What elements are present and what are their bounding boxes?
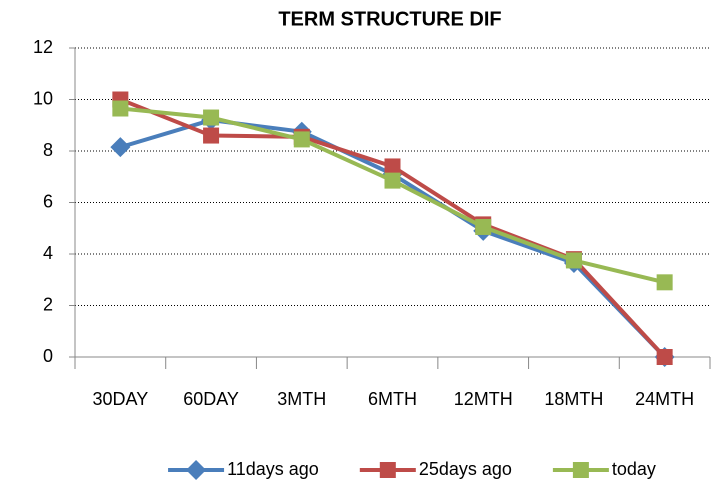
marker (475, 218, 492, 235)
marker (293, 131, 310, 148)
legend-label: 11days ago (227, 459, 319, 479)
x-tick-label: 30DAY (93, 389, 149, 409)
marker (203, 127, 220, 144)
marker (384, 172, 401, 189)
series-line (119, 97, 667, 359)
marker (656, 274, 673, 291)
legend-label: today (612, 459, 656, 479)
marker (112, 100, 129, 117)
marker (110, 137, 131, 158)
y-tick-label: 2 (43, 294, 53, 314)
x-tick-label: 6MTH (368, 389, 417, 409)
chart-title: TERM STRUCTURE DIF (278, 8, 501, 30)
legend-marker (572, 462, 589, 478)
x-tick-label: 12MTH (454, 389, 513, 409)
x-tick-label: 60DAY (183, 389, 239, 409)
x-tick-label: 24MTH (635, 389, 694, 409)
y-tick-label: 12 (33, 37, 53, 57)
series-line (119, 118, 667, 359)
x-tick-label: 18MTH (544, 389, 603, 409)
marker (565, 252, 582, 269)
y-tick-label: 0 (43, 346, 53, 366)
marker (384, 158, 401, 175)
marker (656, 349, 673, 365)
x-tick-label: 3MTH (277, 389, 326, 409)
legend-marker (379, 462, 396, 478)
y-tick-label: 8 (43, 140, 53, 160)
y-tick-label: 6 (43, 191, 53, 211)
legend-label: 25days ago (419, 459, 512, 479)
y-tick-label: 10 (33, 88, 53, 108)
series-line (120, 106, 666, 285)
marker (203, 109, 220, 126)
y-tick-label: 4 (43, 243, 53, 263)
legend-marker (186, 460, 207, 480)
